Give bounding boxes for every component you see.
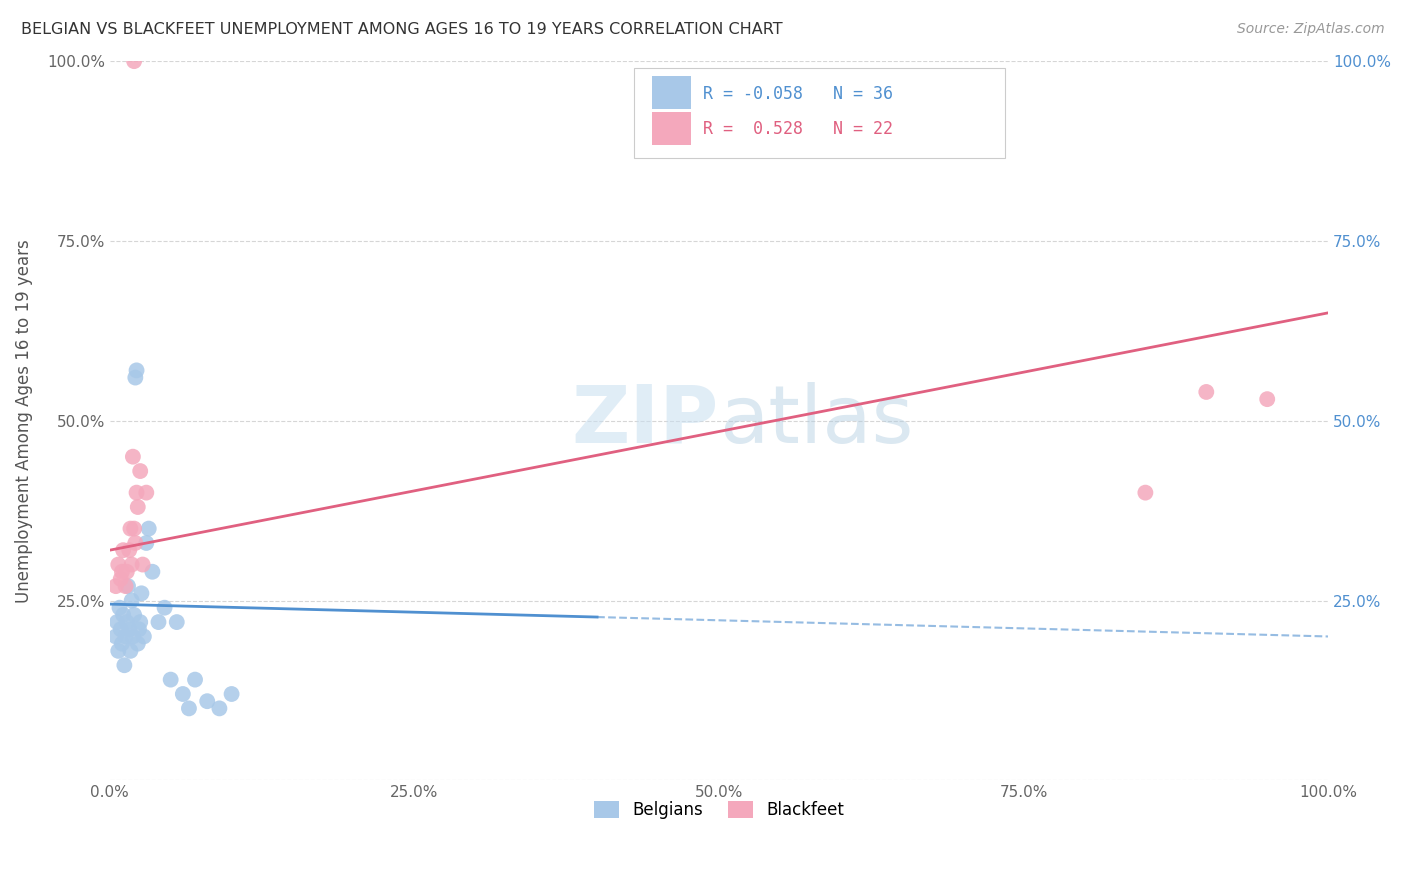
Point [121, 558, 143, 572]
Point [131, 586, 153, 600]
Point [125, 485, 148, 500]
Point [132, 630, 155, 644]
Point [108, 600, 131, 615]
Point [122, 522, 145, 536]
Point [221, 687, 243, 701]
Text: R = -0.058   N = 36: R = -0.058 N = 36 [703, 85, 893, 103]
Point [107, 558, 129, 572]
Text: Source: ZipAtlas.com: Source: ZipAtlas.com [1237, 22, 1385, 37]
Point [114, 579, 136, 593]
Point [148, 615, 170, 629]
Point [195, 694, 218, 708]
FancyBboxPatch shape [652, 76, 690, 110]
Point [135, 485, 157, 500]
Point [110, 622, 132, 636]
Point [127, 637, 149, 651]
Point [118, 622, 141, 636]
Point [112, 658, 135, 673]
Point [127, 500, 149, 514]
Point [122, 630, 145, 644]
Point [1195, 384, 1218, 399]
Point [135, 536, 157, 550]
Text: BELGIAN VS BLACKFEET UNEMPLOYMENT AMONG AGES 16 TO 19 YEARS CORRELATION CHART: BELGIAN VS BLACKFEET UNEMPLOYMENT AMONG … [21, 22, 783, 37]
Point [124, 370, 146, 384]
Point [141, 565, 163, 579]
Point [1256, 392, 1278, 406]
Point [124, 536, 146, 550]
Point [122, 607, 145, 622]
Point [159, 673, 181, 687]
Legend: Belgians, Blackfeet: Belgians, Blackfeet [588, 795, 851, 826]
Point [111, 565, 134, 579]
Point [104, 579, 127, 593]
Point [184, 673, 207, 687]
FancyBboxPatch shape [634, 69, 1005, 158]
Point [112, 607, 135, 622]
Point [115, 565, 138, 579]
Point [138, 522, 160, 536]
Point [166, 615, 188, 629]
Text: ZIP: ZIP [572, 382, 718, 459]
Point [118, 543, 141, 558]
Point [105, 615, 128, 629]
Point [129, 615, 152, 629]
Point [128, 622, 150, 636]
Point [122, 54, 145, 69]
Point [172, 687, 194, 701]
Point [208, 701, 231, 715]
Y-axis label: Unemployment Among Ages 16 to 19 years: Unemployment Among Ages 16 to 19 years [15, 239, 32, 603]
Point [129, 464, 152, 478]
FancyBboxPatch shape [652, 112, 690, 145]
Point [111, 637, 134, 651]
Point [110, 572, 132, 586]
Point [115, 615, 138, 629]
Point [125, 363, 148, 377]
Point [122, 450, 145, 464]
Text: R =  0.528   N = 22: R = 0.528 N = 22 [703, 120, 893, 138]
Point [153, 600, 176, 615]
Point [117, 579, 139, 593]
Point [121, 593, 143, 607]
Point [112, 543, 135, 558]
Point [120, 644, 142, 658]
Point [177, 701, 200, 715]
Text: atlas: atlas [718, 382, 914, 459]
Point [131, 558, 153, 572]
Point [1135, 485, 1157, 500]
Point [114, 630, 136, 644]
Point [120, 522, 142, 536]
Point [107, 644, 129, 658]
Point [104, 630, 127, 644]
